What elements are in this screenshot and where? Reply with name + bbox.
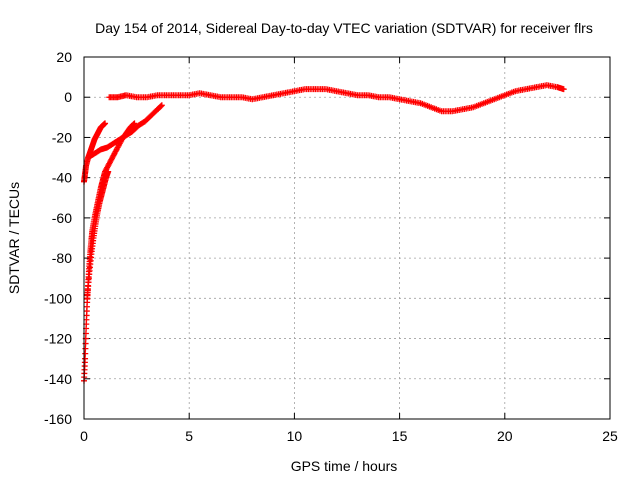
grid bbox=[84, 57, 610, 419]
ticks bbox=[83, 56, 611, 420]
x-tick-label: 20 bbox=[497, 428, 513, 444]
x-tick-label: 10 bbox=[287, 428, 303, 444]
y-tick-label: -40 bbox=[52, 170, 72, 186]
data-series bbox=[84, 168, 112, 302]
y-tick-label: 20 bbox=[56, 49, 72, 65]
plot-frame bbox=[83, 56, 611, 420]
data-point bbox=[82, 350, 89, 357]
tick-labels: 0 5 10 15 20 25 -160 -140 -120 -100 -80 -60 -40 -20 0 2… bbox=[44, 49, 618, 444]
x-tick-label: 0 bbox=[80, 428, 88, 444]
data-point bbox=[560, 86, 567, 93]
y-tick-label: -160 bbox=[44, 411, 72, 427]
data-points bbox=[81, 82, 567, 384]
x-axis-label: GPS time / hours bbox=[291, 458, 398, 474]
x-tick-label: 15 bbox=[392, 428, 408, 444]
data-point bbox=[131, 120, 138, 127]
y-tick-label: -60 bbox=[52, 210, 72, 226]
y-tick-label: -100 bbox=[44, 290, 72, 306]
data-point bbox=[82, 355, 89, 362]
chart-title: Day 154 of 2014, Sidereal Day-to-day VTE… bbox=[95, 20, 593, 36]
y-tick-label: -20 bbox=[52, 129, 72, 145]
y-tick-label: 0 bbox=[64, 89, 72, 105]
y-axis-label: SDTVAR / TECUs bbox=[6, 182, 22, 294]
y-tick-label: -120 bbox=[44, 331, 72, 347]
x-tick-label: 25 bbox=[602, 428, 618, 444]
data-point bbox=[105, 168, 112, 175]
data-point bbox=[130, 121, 137, 128]
data-point bbox=[158, 102, 165, 109]
data-point bbox=[102, 120, 109, 127]
data-series bbox=[85, 102, 165, 161]
y-tick-label: -140 bbox=[44, 371, 72, 387]
data-point bbox=[158, 102, 165, 109]
data-point bbox=[82, 345, 89, 352]
x-tick-label: 5 bbox=[185, 428, 193, 444]
y-tick-label: -80 bbox=[52, 250, 72, 266]
data-series bbox=[106, 82, 567, 115]
